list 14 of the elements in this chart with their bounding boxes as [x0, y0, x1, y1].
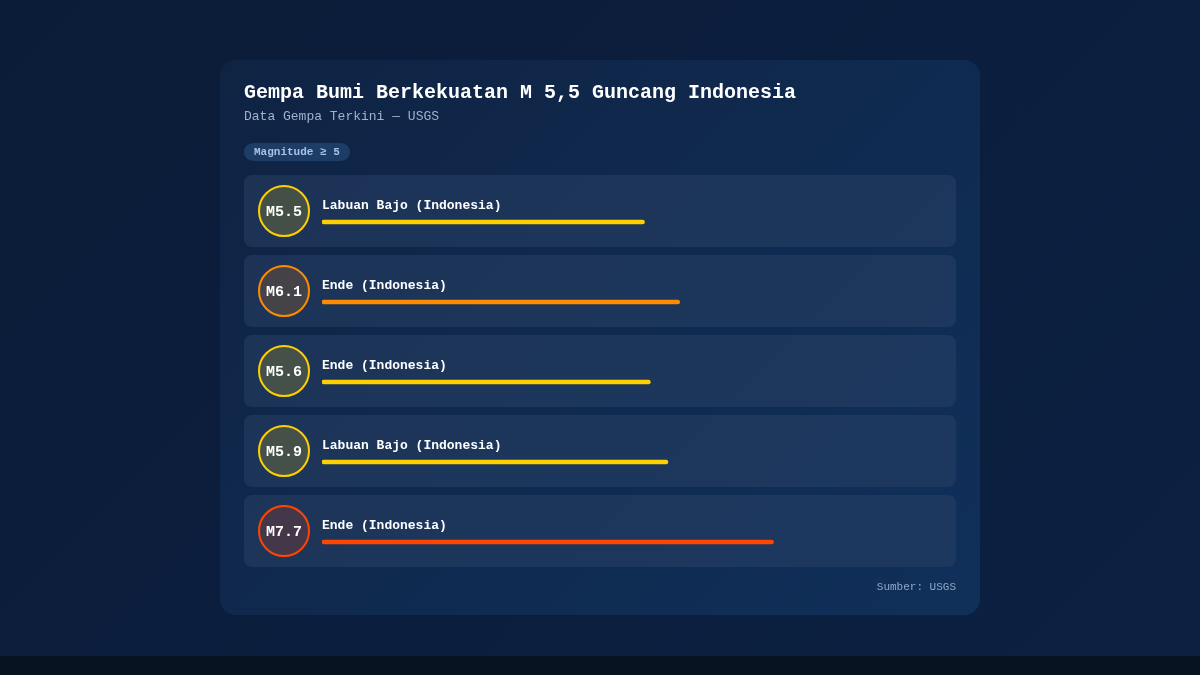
y-tick-label: Ende (Indonesia)	[322, 358, 447, 374]
data-label: M7.7	[265, 523, 303, 541]
chart-title: Gempa Bumi Berkekuatan M 5,5 Guncang Indonesia	[244, 81, 797, 105]
data-label: M5.5	[265, 203, 303, 221]
y-tick-label: Labuan Bajo (Indonesia)	[322, 198, 502, 214]
text: Sumber: USGS	[876, 580, 956, 594]
data-label: M5.6	[265, 363, 303, 381]
data-label: M6.1	[265, 283, 303, 301]
chart-subtitle: Data Gempa Terkini — USGS	[244, 109, 440, 125]
text: Magnitude ≥ 5	[254, 145, 340, 160]
y-tick-label: Labuan Bajo (Indonesia)	[322, 438, 502, 454]
y-tick-label: Ende (Indonesia)	[322, 278, 447, 294]
y-tick-label: Ende (Indonesia)	[322, 518, 447, 534]
data-label: M5.9	[265, 443, 303, 461]
